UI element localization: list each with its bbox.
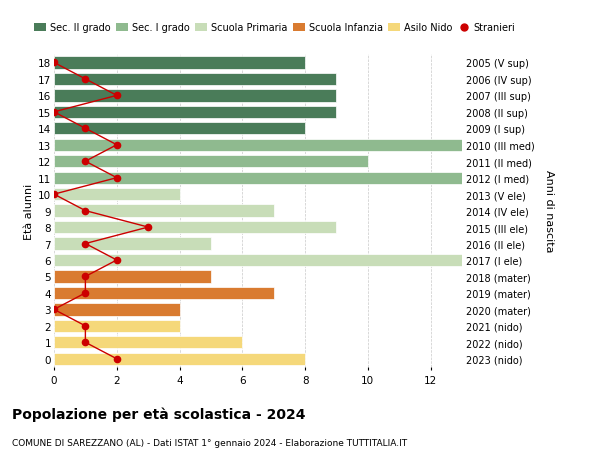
Bar bbox=[54, 254, 462, 267]
Text: COMUNE DI SAREZZANO (AL) - Dati ISTAT 1° gennaio 2024 - Elaborazione TUTTITALIA.: COMUNE DI SAREZZANO (AL) - Dati ISTAT 1°… bbox=[12, 438, 407, 448]
Bar bbox=[54, 320, 179, 332]
Bar bbox=[54, 353, 305, 365]
Y-axis label: Età alunni: Età alunni bbox=[24, 183, 34, 239]
Bar bbox=[54, 205, 274, 217]
Legend: Sec. II grado, Sec. I grado, Scuola Primaria, Scuola Infanzia, Asilo Nido, Stran: Sec. II grado, Sec. I grado, Scuola Prim… bbox=[31, 19, 520, 37]
Bar bbox=[54, 90, 337, 102]
Bar bbox=[54, 287, 274, 299]
Bar bbox=[54, 106, 337, 119]
Bar bbox=[54, 123, 305, 135]
Bar bbox=[54, 303, 179, 316]
Bar bbox=[54, 172, 462, 185]
Y-axis label: Anni di nascita: Anni di nascita bbox=[544, 170, 554, 252]
Bar bbox=[54, 189, 179, 201]
Bar bbox=[54, 336, 242, 349]
Bar bbox=[54, 221, 337, 234]
Bar bbox=[54, 271, 211, 283]
Bar bbox=[54, 57, 305, 69]
Text: Popolazione per età scolastica - 2024: Popolazione per età scolastica - 2024 bbox=[12, 406, 305, 421]
Bar bbox=[54, 73, 337, 86]
Bar bbox=[54, 156, 368, 168]
Bar bbox=[54, 139, 462, 151]
Bar bbox=[54, 238, 211, 250]
